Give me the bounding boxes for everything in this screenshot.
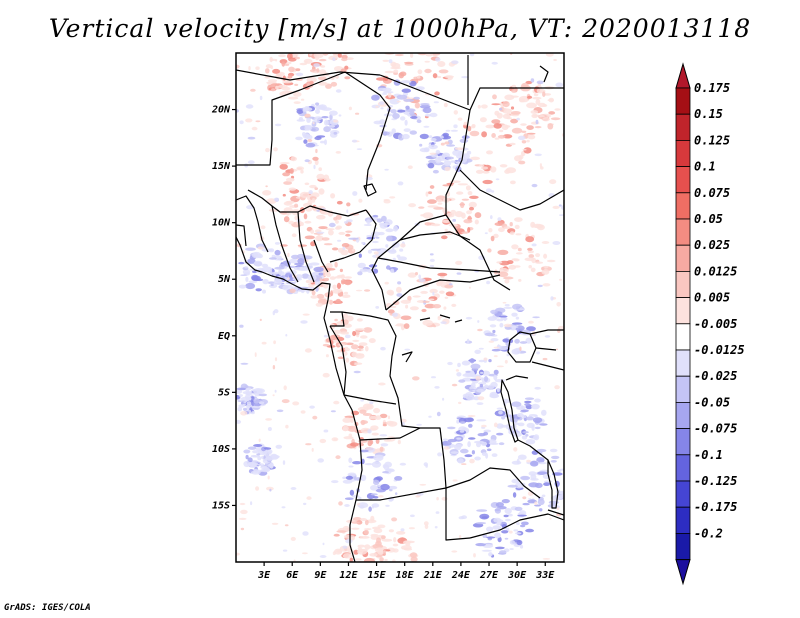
lat-tick-label: 10S — [212, 444, 230, 455]
colorbar-label: 0.005 — [694, 291, 730, 305]
lon-tick-label: 3E — [257, 570, 271, 581]
colorbar-label: 0.175 — [694, 81, 730, 95]
lat-tick-label: 15N — [212, 161, 231, 172]
colorbar-label: -0.075 — [694, 422, 737, 436]
colorbar-label: -0.175 — [694, 500, 737, 514]
colorbar-swatch — [675, 192, 691, 220]
lake-malawi — [547, 459, 559, 509]
colorbar-swatch — [675, 506, 691, 534]
country-borders — [236, 55, 564, 562]
colorbar-swatch — [675, 87, 691, 115]
colorbar-swatch — [675, 349, 691, 377]
colorbar-label: 0.05 — [694, 212, 723, 226]
lon-tick-label: 15E — [368, 570, 387, 581]
colorbar-label: 0.075 — [694, 186, 730, 200]
lat-tick-label: 20N — [211, 105, 231, 116]
lon-tick-label: 33E — [535, 570, 555, 581]
colorbar-swatch — [675, 166, 691, 194]
colorbar-swatch — [675, 139, 691, 167]
lat-tick-label: 10N — [212, 218, 231, 229]
colorbar-swatch — [675, 401, 691, 429]
colorbar-label: -0.0125 — [694, 343, 745, 357]
colorbar-swatch — [675, 113, 691, 141]
colorbar-top-arrow — [675, 62, 691, 89]
software-credit: GrADS: IGES/COLA — [4, 603, 91, 613]
lon-tick-label: 30E — [507, 570, 527, 581]
colorbar-label: 0.125 — [694, 133, 730, 147]
colorbar: 0.175 0.15 0.125 0.1 0.075 0.05 0.025 0.0125 0.0… — [675, 62, 745, 586]
colorbar-label: 0.1 — [694, 160, 716, 174]
colorbar-swatch — [675, 218, 691, 246]
colorbar-swatch — [675, 270, 691, 298]
colorbar-label: 0.0125 — [694, 264, 737, 278]
colorbar-label: -0.005 — [694, 317, 737, 331]
colorbar-bottom-arrow — [675, 559, 691, 586]
coastline-west-africa — [236, 236, 363, 562]
colorbar-label: -0.125 — [694, 474, 737, 488]
lon-tick-label: 6E — [286, 570, 299, 581]
colorbar-swatch — [675, 297, 691, 325]
lake-tanganyika — [500, 379, 519, 443]
lon-tick-label: 12E — [339, 570, 358, 581]
colorbar-label: 0.025 — [694, 238, 730, 252]
colorbar-swatch — [675, 533, 691, 561]
colorbar-label: -0.1 — [694, 448, 723, 462]
lat-tick-label: 15S — [212, 500, 230, 511]
colorbar-label: -0.025 — [694, 369, 737, 383]
lat-tick-label: 5N — [218, 274, 231, 285]
lon-tick-label: 21E — [423, 570, 443, 581]
colorbar-swatch — [675, 244, 691, 272]
lake-chad — [363, 183, 377, 197]
axis-ticks: 20N 15N 10N 5N EQ 5S 10S 15S 3E 6E 9E 12E 15E 18E 21E 2… — [211, 105, 555, 581]
colorbar-swatch — [675, 480, 691, 508]
lat-tick-label: 5S — [218, 387, 230, 398]
colorbar-label: -0.05 — [694, 395, 730, 409]
lat-tick-label: EQ — [218, 331, 230, 342]
lon-tick-label: 18E — [396, 570, 415, 581]
lake-victoria — [507, 331, 537, 363]
map-title: Vertical velocity [m/s] at 1000hPa, VT: … — [48, 14, 752, 43]
colorbar-label: -0.2 — [694, 526, 723, 540]
map-frame — [235, 52, 565, 563]
lon-tick-label: 27E — [479, 570, 499, 581]
colorbar-swatch — [675, 428, 691, 456]
colorbar-label: 0.15 — [694, 107, 723, 121]
colorbar-swatch — [675, 454, 691, 482]
lon-tick-label: 24E — [451, 570, 471, 581]
colorbar-swatch — [675, 323, 691, 351]
colorbar-swatch — [675, 375, 691, 403]
velocity-field — [236, 53, 564, 562]
lon-tick-label: 9E — [314, 570, 327, 581]
